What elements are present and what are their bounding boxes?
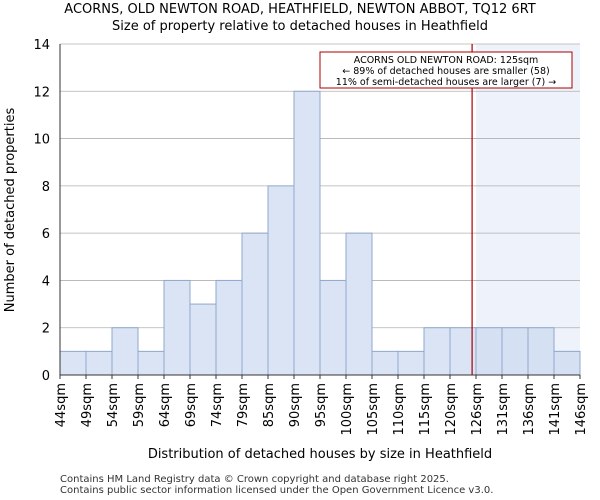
bar: [397, 350, 425, 376]
x-tick-label: 54sqm: [106, 383, 121, 427]
annotation-box: [319, 51, 573, 89]
bar: [189, 303, 217, 376]
x-tick-label: 49sqm: [80, 383, 95, 427]
x-tick-label: 100sqm: [340, 383, 355, 436]
x-tick-label: 74sqm: [210, 383, 225, 427]
y-tick-label: 10: [33, 133, 50, 148]
x-tick-label: 44sqm: [54, 383, 69, 427]
bar: [267, 185, 295, 376]
bar: [345, 232, 373, 376]
x-tick-label: 105sqm: [366, 383, 381, 436]
x-tick-label: 115sqm: [418, 383, 433, 436]
x-tick-label: 136sqm: [522, 383, 537, 436]
annotation-line: ← 89% of detached houses are smaller (58…: [342, 66, 549, 77]
y-axis-label: Number of detached properties: [3, 108, 18, 313]
bar: [553, 350, 581, 376]
bar: [371, 350, 399, 376]
y-tick-label: 12: [33, 85, 50, 100]
bar: [85, 350, 113, 376]
x-tick-label: 146sqm: [574, 383, 589, 436]
bar: [59, 350, 87, 376]
x-tick-label: 90sqm: [288, 383, 303, 427]
x-tick-label: 141sqm: [548, 383, 563, 436]
bar: [215, 279, 243, 376]
footer-licence: Contains public sector information licen…: [60, 485, 494, 496]
bar: [137, 350, 165, 376]
x-tick-label: 110sqm: [392, 383, 407, 436]
bar: [111, 327, 139, 376]
bar: [241, 232, 269, 376]
bar: [163, 279, 191, 376]
x-tick-label: 85sqm: [262, 383, 277, 427]
x-tick-label: 120sqm: [444, 383, 459, 436]
x-tick-label: 69sqm: [184, 383, 199, 427]
y-tick-label: 14: [33, 38, 50, 53]
y-tick-label: 2: [42, 322, 50, 337]
bar: [501, 327, 529, 376]
highlight-region: [476, 44, 580, 375]
x-tick-label: 126sqm: [470, 383, 485, 436]
x-tick-label: 64sqm: [158, 383, 173, 427]
chart-subtitle: Size of property relative to detached ho…: [112, 19, 488, 34]
y-tick-label: 4: [42, 274, 50, 289]
chart-title: ACORNS, OLD NEWTON ROAD, HEATHFIELD, NEW…: [64, 2, 536, 17]
bar: [527, 327, 555, 376]
x-axis-label: Distribution of detached houses by size …: [148, 447, 492, 462]
annotation-line: ACORNS OLD NEWTON ROAD: 125sqm: [354, 55, 539, 66]
footer-copyright: Contains HM Land Registry data © Crown c…: [60, 474, 449, 485]
bar: [319, 279, 347, 376]
bar: [475, 327, 503, 376]
x-tick-label: 79sqm: [236, 383, 251, 427]
bar: [293, 90, 321, 376]
y-tick-label: 8: [42, 180, 50, 195]
x-tick-label: 95sqm: [314, 383, 329, 427]
x-tick-label: 131sqm: [496, 383, 511, 436]
bar: [423, 327, 451, 376]
x-tick-label: 59sqm: [132, 383, 147, 427]
y-tick-label: 6: [42, 227, 50, 242]
y-tick-label: 0: [42, 369, 50, 384]
annotation-line: 11% of semi-detached houses are larger (…: [336, 77, 556, 88]
